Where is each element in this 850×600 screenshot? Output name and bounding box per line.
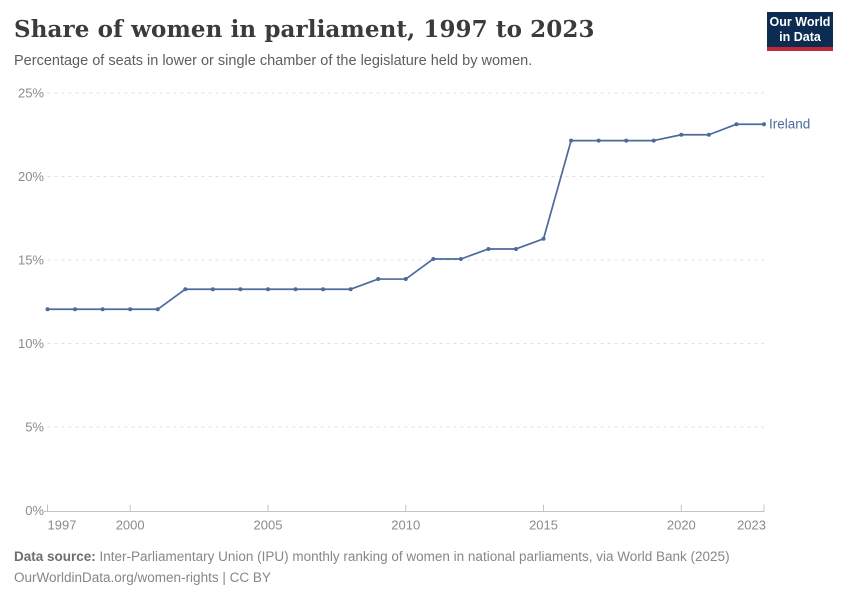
owid-logo[interactable]: Our World in Data xyxy=(767,12,833,51)
data-line-ireland xyxy=(47,123,764,311)
x-tick-label: 2010 xyxy=(391,518,420,533)
series-end-label[interactable]: Ireland xyxy=(769,117,810,132)
data-point[interactable] xyxy=(706,132,711,137)
data-point[interactable] xyxy=(403,277,408,282)
data-point[interactable] xyxy=(376,277,381,282)
page-title: Share of women in parliament, 1997 to 20… xyxy=(14,16,595,43)
data-point[interactable] xyxy=(45,307,50,312)
data-point[interactable] xyxy=(596,138,601,143)
data-point[interactable] xyxy=(348,287,353,292)
owid-logo-line1: Our World xyxy=(769,14,831,29)
data-source-label: Data source: xyxy=(14,549,96,564)
x-tick-label: 2023 xyxy=(737,518,766,533)
data-point[interactable] xyxy=(321,287,326,292)
data-point[interactable] xyxy=(734,122,739,127)
owid-logo-line2: in Data xyxy=(779,29,821,44)
chart-subtitle: Percentage of seats in lower or single c… xyxy=(14,53,533,69)
data-point[interactable] xyxy=(128,307,133,312)
data-point[interactable] xyxy=(100,307,105,312)
data-point[interactable] xyxy=(183,287,188,292)
data-point[interactable] xyxy=(679,132,684,137)
x-tick-label: 2015 xyxy=(529,518,558,533)
data-point[interactable] xyxy=(155,307,160,312)
data-point[interactable] xyxy=(762,122,766,127)
license-line: OurWorldinData.org/women-rights | CC BY xyxy=(14,570,271,585)
data-point[interactable] xyxy=(73,307,78,312)
x-tick-label: 2020 xyxy=(667,518,696,533)
data-point[interactable] xyxy=(541,236,546,241)
data-point[interactable] xyxy=(265,287,270,292)
y-tick-label: 15% xyxy=(18,253,44,268)
y-tick-label: 25% xyxy=(18,86,44,101)
chart-footer: Data source: Inter-Parliamentary Union (… xyxy=(14,546,730,588)
x-tick-label: 2000 xyxy=(116,518,145,533)
data-point[interactable] xyxy=(569,138,574,143)
y-tick-label: 10% xyxy=(18,336,44,351)
data-point[interactable] xyxy=(458,256,463,261)
data-source-line: Data source: Inter-Parliamentary Union (… xyxy=(14,546,730,567)
data-point[interactable] xyxy=(513,246,518,251)
data-point[interactable] xyxy=(431,256,436,261)
data-point[interactable] xyxy=(238,287,243,292)
y-tick-label: 20% xyxy=(18,169,44,184)
data-point[interactable] xyxy=(486,246,491,251)
y-tick-label: 5% xyxy=(25,420,44,435)
data-point[interactable] xyxy=(293,287,298,292)
x-tick-label: 2005 xyxy=(254,518,283,533)
x-tick-label: 1997 xyxy=(48,518,77,533)
y-tick-label: 0% xyxy=(25,503,44,518)
data-point[interactable] xyxy=(624,138,629,143)
data-source-text: Inter-Parliamentary Union (IPU) monthly … xyxy=(95,549,730,564)
data-point[interactable] xyxy=(210,287,215,292)
data-point[interactable] xyxy=(651,138,656,143)
